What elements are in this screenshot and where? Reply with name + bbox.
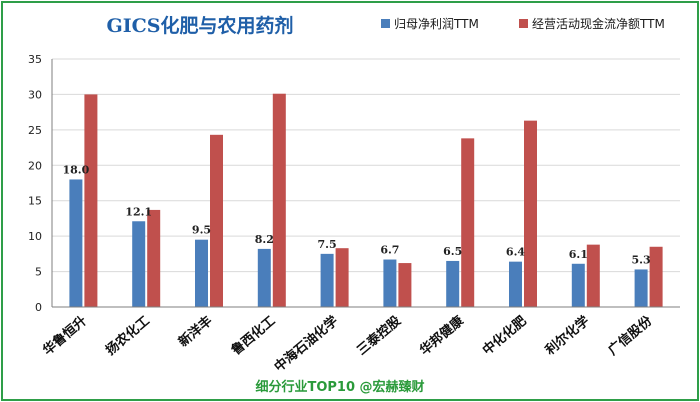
bar-cashflow <box>649 246 663 307</box>
bar-profit <box>69 179 83 307</box>
x-tick-label: 利尔化学 <box>542 313 592 359</box>
chart-title: GICS化肥与农用药剂 <box>107 14 294 37</box>
bar-profit <box>634 269 648 307</box>
data-label-profit: 9.5 <box>192 224 211 237</box>
y-tick-label: 15 <box>28 195 42 208</box>
y-tick-label: 5 <box>35 266 42 279</box>
legend-label-profit: 归母净利润TTM <box>394 17 479 31</box>
y-axis: 0 5 10 15 20 25 30 35 <box>28 53 53 314</box>
y-tick-label: 10 <box>28 230 42 243</box>
y-tick-label: 25 <box>28 124 42 137</box>
bar-cashflow <box>335 248 349 307</box>
bar-cashflow <box>272 93 286 307</box>
x-tick-label: 华邦健康 <box>417 312 468 358</box>
footer-watermark: 细分行业TOP10 @宏赫臻财 <box>255 379 424 395</box>
data-label-profit: 12.1 <box>125 205 152 218</box>
bar-cashflow <box>461 138 475 307</box>
bar-cashflow <box>398 263 412 307</box>
data-label-profit: 6.1 <box>569 248 588 261</box>
y-tick-label: 35 <box>28 53 42 66</box>
data-label-profit: 6.7 <box>380 244 399 257</box>
bar-cashflow <box>210 134 223 307</box>
y-tick-label: 30 <box>28 88 42 101</box>
grid-lines <box>52 58 680 308</box>
x-tick-label: 中化化肥 <box>479 313 529 359</box>
legend-label-cashflow: 经营活动现金流净额TTM <box>532 16 665 31</box>
data-label-profit: 18.0 <box>63 163 90 176</box>
bar-profit <box>132 221 146 307</box>
bar-cashflow <box>84 94 98 307</box>
x-tick-label: 三泰控股 <box>354 313 404 359</box>
x-tick-label: 中海石油化学 <box>271 313 341 375</box>
legend-swatch-cashflow <box>519 19 528 28</box>
x-tick-label: 新洋丰 <box>175 313 215 350</box>
x-tick-label: 鲁西化工 <box>228 313 278 359</box>
bar-profit <box>509 261 522 307</box>
data-label-profit: 5.3 <box>632 253 651 266</box>
y-tick-label: 0 <box>35 301 42 314</box>
bar-profit <box>383 259 397 307</box>
bar-profit <box>195 239 208 307</box>
bar-profit <box>257 248 271 307</box>
bars <box>69 93 663 307</box>
bar-cashflow <box>147 209 161 307</box>
data-labels: 18.0 12.1 9.5 8.2 7.5 6.7 6.5 6.4 6.1 5.3 <box>63 163 651 266</box>
data-label-profit: 7.5 <box>318 238 337 251</box>
x-tick-label: 广信股份 <box>605 312 656 358</box>
legend-swatch-profit <box>381 19 390 28</box>
bar-profit <box>571 263 585 307</box>
data-label-profit: 8.2 <box>255 233 274 246</box>
bar-cashflow <box>586 244 600 307</box>
legend: 归母净利润TTM 经营活动现金流净额TTM <box>381 16 665 31</box>
bar-profit <box>320 253 334 307</box>
bar-cashflow <box>524 120 537 307</box>
bar-profit <box>446 260 460 307</box>
x-tick-label: 扬农化工 <box>103 313 153 359</box>
x-tick-label: 华鲁恒升 <box>40 313 90 359</box>
data-label-profit: 6.5 <box>443 245 462 258</box>
y-tick-label: 20 <box>28 159 42 172</box>
data-label-profit: 6.4 <box>506 246 525 259</box>
